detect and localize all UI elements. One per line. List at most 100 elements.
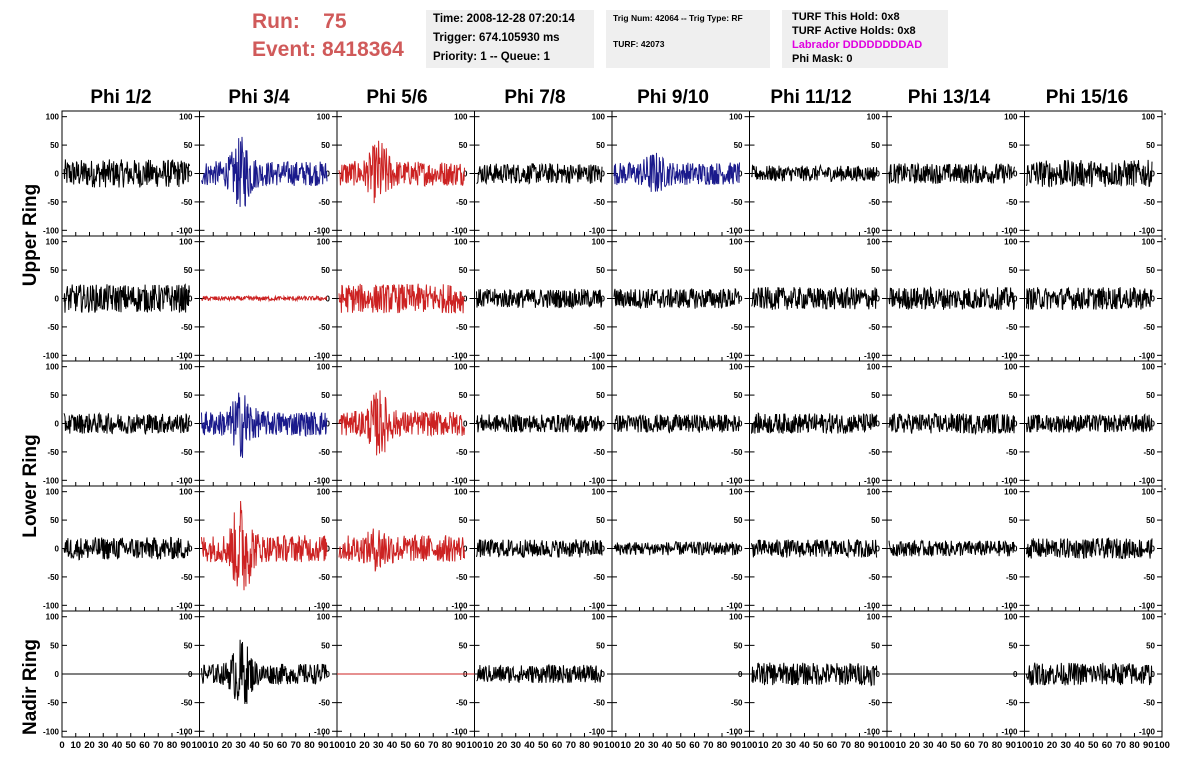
y-tick-label: 100 [729, 363, 743, 372]
y-tick-label: -50 [1143, 699, 1155, 708]
y-tick-label: -100 [314, 601, 331, 610]
y-tick-label: -100 [864, 727, 881, 736]
column-label-phi-11-12: Phi 11/12 [770, 87, 852, 108]
y-tick-label: -50 [1006, 699, 1018, 708]
y-tick-label: 50 [596, 266, 605, 275]
time-text: Time: 2008-12-28 07:20:14 [433, 13, 575, 25]
y-tick-label: 50 [50, 141, 59, 150]
y-tick-label: 100 [1004, 113, 1018, 122]
y-tick-label: -50 [456, 448, 468, 457]
y-tick-label: 100 [179, 613, 193, 622]
y-tick-label: 0 [601, 670, 606, 679]
y-tick-label: 50 [734, 641, 743, 650]
y-tick-label: 50 [50, 391, 59, 400]
trigger-text: Trigger: 674.105930 ms [433, 32, 560, 44]
x-tick-label: 80 [717, 740, 728, 751]
y-tick-label: 50 [1009, 516, 1018, 525]
y-tick-label: -100 [314, 727, 331, 736]
y-tick-label: -100 [43, 226, 60, 235]
y-tick-label: 0 [738, 545, 743, 554]
x-tick-label: 90 [455, 740, 466, 751]
trigger-info-box: Trig Num: 42064 -- Trig Type: RF TURF: 4… [606, 10, 770, 68]
y-tick-label: 100 [179, 113, 193, 122]
x-tick-label: 20 [359, 740, 370, 751]
y-tick-label: -100 [176, 476, 193, 485]
x-tick-label: 60 [277, 740, 288, 751]
y-tick-label: 100 [729, 613, 743, 622]
event-label: Event: [252, 38, 317, 61]
y-tick-label: -50 [593, 323, 605, 332]
y-tick-label: 100 [1142, 113, 1156, 122]
y-tick-label: 0 [188, 295, 193, 304]
y-tick-label: 50 [596, 641, 605, 650]
y-tick-label: -50 [593, 699, 605, 708]
y-tick-label: 0 [876, 170, 881, 179]
waveform-trace [1026, 159, 1153, 188]
y-tick-label: 0 [463, 295, 468, 304]
y-tick-label: 0 [55, 295, 60, 304]
y-tick-label: -100 [1139, 727, 1156, 736]
x-tick-label: 10 [208, 740, 219, 751]
y-tick-label: 100 [454, 363, 468, 372]
y-tick-label: 100 [867, 613, 881, 622]
y-tick-label: 0 [601, 420, 606, 429]
y-tick-label: 0 [188, 170, 193, 179]
waveform-trace [338, 528, 465, 572]
y-tick-label: -100 [589, 226, 606, 235]
waveform-trace [201, 500, 328, 591]
y-tick-label: 50 [321, 141, 330, 150]
y-tick-label: 50 [1146, 141, 1155, 150]
y-tick-label: -100 [451, 351, 468, 360]
y-tick-label: 50 [596, 516, 605, 525]
x-tick-label: 10 [70, 740, 81, 751]
y-tick-label: -50 [47, 573, 59, 582]
y-tick-label: -50 [456, 699, 468, 708]
y-tick-label: 50 [50, 516, 59, 525]
y-tick-label: 0 [1151, 670, 1156, 679]
waveform-trace [63, 283, 190, 313]
y-tick-label: 50 [184, 641, 193, 650]
y-tick-label: 100 [1142, 363, 1156, 372]
y-tick-label: 100 [1142, 238, 1156, 247]
x-tick-label: 70 [1115, 740, 1126, 751]
waveform-trace [338, 140, 465, 204]
y-tick-label: -100 [726, 351, 743, 360]
x-tick-label: 60 [827, 740, 838, 751]
y-tick-label: -100 [589, 727, 606, 736]
y-tick-label: -100 [43, 351, 60, 360]
y-tick-label: 50 [1009, 391, 1018, 400]
waveform-trace [1026, 286, 1153, 311]
y-tick-label: -50 [1006, 573, 1018, 582]
y-tick-label: -50 [868, 573, 880, 582]
y-tick-label: 50 [1146, 266, 1155, 275]
y-tick-label: -100 [451, 226, 468, 235]
y-tick-label: 50 [459, 641, 468, 650]
phi-mask-text: Phi Mask: 0 [792, 53, 853, 65]
y-tick-label: 50 [184, 266, 193, 275]
y-tick-label: 50 [871, 516, 880, 525]
y-tick-label: -100 [589, 351, 606, 360]
y-tick-label: -50 [318, 448, 330, 457]
y-tick-label: 100 [46, 113, 60, 122]
x-tick-label: 50 [125, 740, 136, 751]
run-line: Run: 75 [252, 8, 422, 36]
y-tick-label: 0 [326, 670, 331, 679]
y-tick-label: 50 [459, 516, 468, 525]
y-tick-label: 0 [1013, 295, 1018, 304]
y-tick-label: 100 [179, 363, 193, 372]
y-tick-label: 100 [1004, 488, 1018, 497]
x-tick-label: 70 [428, 740, 439, 751]
x-tick-label: 70 [153, 740, 164, 751]
trig-num-text: Trig Num: 42064 -- Trig Type: RF [613, 13, 743, 23]
y-tick-label: -50 [318, 323, 330, 332]
y-tick-label: -50 [1006, 448, 1018, 457]
x-tick-label: 90 [1143, 740, 1154, 751]
x-tick-label: 10 [895, 740, 906, 751]
y-tick-label: -50 [47, 198, 59, 207]
y-tick-label: -100 [176, 727, 193, 736]
y-tick-label: -50 [318, 198, 330, 207]
x-tick-label: 30 [785, 740, 796, 751]
y-tick-label: -50 [868, 448, 880, 457]
y-tick-label: 100 [867, 238, 881, 247]
waveform-trace [201, 136, 328, 207]
